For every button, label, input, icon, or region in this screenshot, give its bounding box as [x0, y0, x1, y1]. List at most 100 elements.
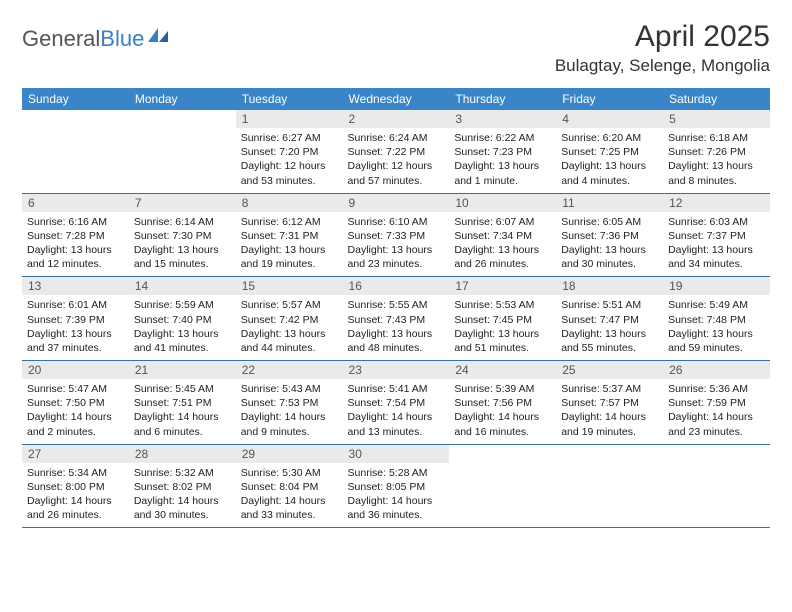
- day-number: 28: [129, 445, 236, 463]
- day-details: Sunrise: 5:45 AMSunset: 7:51 PMDaylight:…: [129, 379, 236, 444]
- calendar-cell: 20Sunrise: 5:47 AMSunset: 7:50 PMDayligh…: [22, 361, 129, 445]
- day-details: Sunrise: 5:32 AMSunset: 8:02 PMDaylight:…: [129, 463, 236, 528]
- day-number: 11: [556, 194, 663, 212]
- day-number: 2: [343, 110, 450, 128]
- day-number: 21: [129, 361, 236, 379]
- day-details: Sunrise: 5:49 AMSunset: 7:48 PMDaylight:…: [663, 295, 770, 360]
- calendar-cell: 10Sunrise: 6:07 AMSunset: 7:34 PMDayligh…: [449, 193, 556, 277]
- page-title: April 2025: [555, 20, 770, 54]
- day-number: 20: [22, 361, 129, 379]
- day-details: Sunrise: 6:18 AMSunset: 7:26 PMDaylight:…: [663, 128, 770, 193]
- day-number: 5: [663, 110, 770, 128]
- day-details: Sunrise: 6:14 AMSunset: 7:30 PMDaylight:…: [129, 212, 236, 277]
- day-number: 17: [449, 277, 556, 295]
- calendar-cell: [22, 110, 129, 193]
- day-number: 22: [236, 361, 343, 379]
- calendar-cell: 9Sunrise: 6:10 AMSunset: 7:33 PMDaylight…: [343, 193, 450, 277]
- calendar-page: General Blue April 2025 Bulagtay, Seleng…: [0, 0, 792, 538]
- brand-part1: General: [22, 26, 100, 52]
- calendar-cell: 30Sunrise: 5:28 AMSunset: 8:05 PMDayligh…: [343, 444, 450, 528]
- day-number: 19: [663, 277, 770, 295]
- calendar-cell: 21Sunrise: 5:45 AMSunset: 7:51 PMDayligh…: [129, 361, 236, 445]
- calendar-cell: 16Sunrise: 5:55 AMSunset: 7:43 PMDayligh…: [343, 277, 450, 361]
- calendar-week-row: 6Sunrise: 6:16 AMSunset: 7:28 PMDaylight…: [22, 193, 770, 277]
- day-number: 12: [663, 194, 770, 212]
- calendar-cell: [129, 110, 236, 193]
- day-details: Sunrise: 6:24 AMSunset: 7:22 PMDaylight:…: [343, 128, 450, 193]
- weekday-header: Friday: [556, 88, 663, 110]
- calendar-cell: 23Sunrise: 5:41 AMSunset: 7:54 PMDayligh…: [343, 361, 450, 445]
- day-details: Sunrise: 6:20 AMSunset: 7:25 PMDaylight:…: [556, 128, 663, 193]
- weekday-header: Tuesday: [236, 88, 343, 110]
- day-number: 6: [22, 194, 129, 212]
- calendar-cell: 4Sunrise: 6:20 AMSunset: 7:25 PMDaylight…: [556, 110, 663, 193]
- day-number: 9: [343, 194, 450, 212]
- day-number: 27: [22, 445, 129, 463]
- calendar-cell: [556, 444, 663, 528]
- calendar-cell: 7Sunrise: 6:14 AMSunset: 7:30 PMDaylight…: [129, 193, 236, 277]
- day-number: 29: [236, 445, 343, 463]
- calendar-cell: [449, 444, 556, 528]
- day-details: Sunrise: 6:01 AMSunset: 7:39 PMDaylight:…: [22, 295, 129, 360]
- day-details: Sunrise: 6:05 AMSunset: 7:36 PMDaylight:…: [556, 212, 663, 277]
- weekday-header: Sunday: [22, 88, 129, 110]
- day-details: Sunrise: 5:51 AMSunset: 7:47 PMDaylight:…: [556, 295, 663, 360]
- header: General Blue April 2025 Bulagtay, Seleng…: [22, 20, 770, 76]
- calendar-cell: 8Sunrise: 6:12 AMSunset: 7:31 PMDaylight…: [236, 193, 343, 277]
- day-number: 25: [556, 361, 663, 379]
- day-details: Sunrise: 5:37 AMSunset: 7:57 PMDaylight:…: [556, 379, 663, 444]
- calendar-cell: 17Sunrise: 5:53 AMSunset: 7:45 PMDayligh…: [449, 277, 556, 361]
- day-details: Sunrise: 5:34 AMSunset: 8:00 PMDaylight:…: [22, 463, 129, 528]
- calendar-cell: 29Sunrise: 5:30 AMSunset: 8:04 PMDayligh…: [236, 444, 343, 528]
- day-number: 7: [129, 194, 236, 212]
- brand-logo: General Blue: [22, 26, 170, 52]
- day-number: 18: [556, 277, 663, 295]
- day-details: Sunrise: 5:28 AMSunset: 8:05 PMDaylight:…: [343, 463, 450, 528]
- day-details: Sunrise: 5:53 AMSunset: 7:45 PMDaylight:…: [449, 295, 556, 360]
- calendar-table: Sunday Monday Tuesday Wednesday Thursday…: [22, 88, 770, 528]
- calendar-cell: 24Sunrise: 5:39 AMSunset: 7:56 PMDayligh…: [449, 361, 556, 445]
- day-details: Sunrise: 6:16 AMSunset: 7:28 PMDaylight:…: [22, 212, 129, 277]
- weekday-header-row: Sunday Monday Tuesday Wednesday Thursday…: [22, 88, 770, 110]
- day-number: 13: [22, 277, 129, 295]
- day-details: Sunrise: 5:57 AMSunset: 7:42 PMDaylight:…: [236, 295, 343, 360]
- calendar-cell: 12Sunrise: 6:03 AMSunset: 7:37 PMDayligh…: [663, 193, 770, 277]
- day-number: 30: [343, 445, 450, 463]
- calendar-cell: 28Sunrise: 5:32 AMSunset: 8:02 PMDayligh…: [129, 444, 236, 528]
- calendar-week-row: 13Sunrise: 6:01 AMSunset: 7:39 PMDayligh…: [22, 277, 770, 361]
- brand-part2: Blue: [100, 26, 144, 52]
- calendar-cell: 5Sunrise: 6:18 AMSunset: 7:26 PMDaylight…: [663, 110, 770, 193]
- calendar-cell: 3Sunrise: 6:22 AMSunset: 7:23 PMDaylight…: [449, 110, 556, 193]
- day-details: Sunrise: 6:22 AMSunset: 7:23 PMDaylight:…: [449, 128, 556, 193]
- day-number: 16: [343, 277, 450, 295]
- calendar-cell: 11Sunrise: 6:05 AMSunset: 7:36 PMDayligh…: [556, 193, 663, 277]
- calendar-cell: 25Sunrise: 5:37 AMSunset: 7:57 PMDayligh…: [556, 361, 663, 445]
- day-details: Sunrise: 6:07 AMSunset: 7:34 PMDaylight:…: [449, 212, 556, 277]
- calendar-cell: 26Sunrise: 5:36 AMSunset: 7:59 PMDayligh…: [663, 361, 770, 445]
- calendar-cell: 6Sunrise: 6:16 AMSunset: 7:28 PMDaylight…: [22, 193, 129, 277]
- location-subtitle: Bulagtay, Selenge, Mongolia: [555, 56, 770, 76]
- day-number: 10: [449, 194, 556, 212]
- day-details: Sunrise: 5:47 AMSunset: 7:50 PMDaylight:…: [22, 379, 129, 444]
- calendar-cell: 2Sunrise: 6:24 AMSunset: 7:22 PMDaylight…: [343, 110, 450, 193]
- day-details: Sunrise: 5:59 AMSunset: 7:40 PMDaylight:…: [129, 295, 236, 360]
- day-details: Sunrise: 5:39 AMSunset: 7:56 PMDaylight:…: [449, 379, 556, 444]
- day-number: 26: [663, 361, 770, 379]
- day-details: Sunrise: 5:30 AMSunset: 8:04 PMDaylight:…: [236, 463, 343, 528]
- title-block: April 2025 Bulagtay, Selenge, Mongolia: [555, 20, 770, 76]
- calendar-cell: 15Sunrise: 5:57 AMSunset: 7:42 PMDayligh…: [236, 277, 343, 361]
- day-details: Sunrise: 5:55 AMSunset: 7:43 PMDaylight:…: [343, 295, 450, 360]
- calendar-cell: 1Sunrise: 6:27 AMSunset: 7:20 PMDaylight…: [236, 110, 343, 193]
- day-number: 15: [236, 277, 343, 295]
- weekday-header: Saturday: [663, 88, 770, 110]
- day-details: Sunrise: 6:10 AMSunset: 7:33 PMDaylight:…: [343, 212, 450, 277]
- day-number: 14: [129, 277, 236, 295]
- day-number: 8: [236, 194, 343, 212]
- day-number: 1: [236, 110, 343, 128]
- weekday-header: Monday: [129, 88, 236, 110]
- calendar-cell: 19Sunrise: 5:49 AMSunset: 7:48 PMDayligh…: [663, 277, 770, 361]
- calendar-cell: 18Sunrise: 5:51 AMSunset: 7:47 PMDayligh…: [556, 277, 663, 361]
- day-details: Sunrise: 5:43 AMSunset: 7:53 PMDaylight:…: [236, 379, 343, 444]
- day-number: 3: [449, 110, 556, 128]
- calendar-body: 1Sunrise: 6:27 AMSunset: 7:20 PMDaylight…: [22, 110, 770, 528]
